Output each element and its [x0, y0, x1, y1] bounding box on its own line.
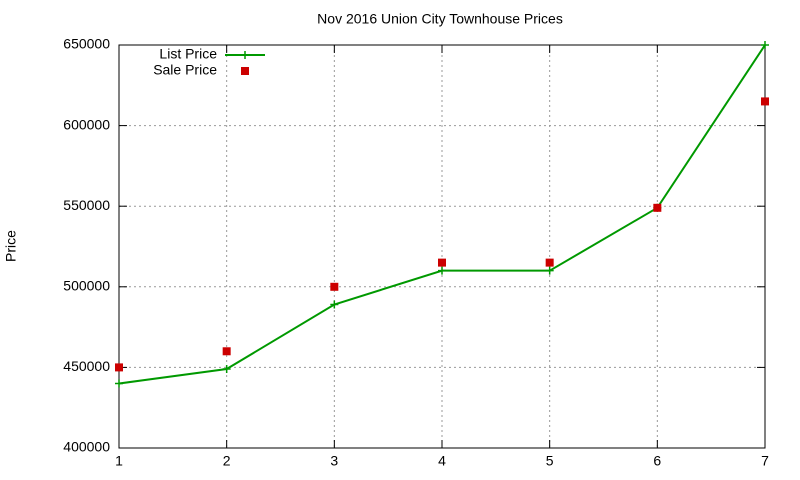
- x-tick-label: 4: [438, 453, 446, 469]
- point-marker: [222, 347, 231, 356]
- point-marker: [545, 266, 554, 275]
- point-marker: [761, 41, 769, 49]
- x-tick-label: 5: [546, 453, 554, 469]
- legend-label: List Price: [159, 46, 217, 62]
- legend-label: Sale Price: [153, 62, 217, 78]
- chart-title: Nov 2016 Union City Townhouse Prices: [317, 11, 563, 27]
- point-marker: [438, 266, 446, 275]
- point-marker: [761, 97, 769, 106]
- point-marker: [438, 258, 446, 267]
- legend-swatch: [241, 67, 249, 75]
- x-tick-label: 2: [223, 453, 231, 469]
- point-marker: [330, 282, 339, 291]
- y-tick-label: 600000: [63, 116, 110, 132]
- y-tick-label: 550000: [63, 197, 110, 213]
- point-marker: [222, 365, 231, 374]
- point-marker: [115, 379, 123, 388]
- y-tick-label: 450000: [63, 358, 110, 374]
- y-tick-label: 500000: [63, 278, 110, 294]
- point-marker: [545, 258, 554, 267]
- plot-border: [118, 44, 766, 449]
- y-tick-label: 650000: [63, 36, 110, 52]
- legend-swatch: [241, 51, 249, 59]
- x-tick-label: 1: [115, 453, 123, 469]
- x-tick-label: 6: [653, 453, 661, 469]
- point-marker: [115, 363, 123, 372]
- y-tick-label: 400000: [63, 439, 110, 455]
- x-tick-label: 7: [761, 453, 769, 469]
- y-axis-label: Price: [3, 230, 19, 262]
- point-marker: [653, 203, 662, 212]
- x-tick-label: 3: [330, 453, 338, 469]
- point-marker: [330, 300, 339, 309]
